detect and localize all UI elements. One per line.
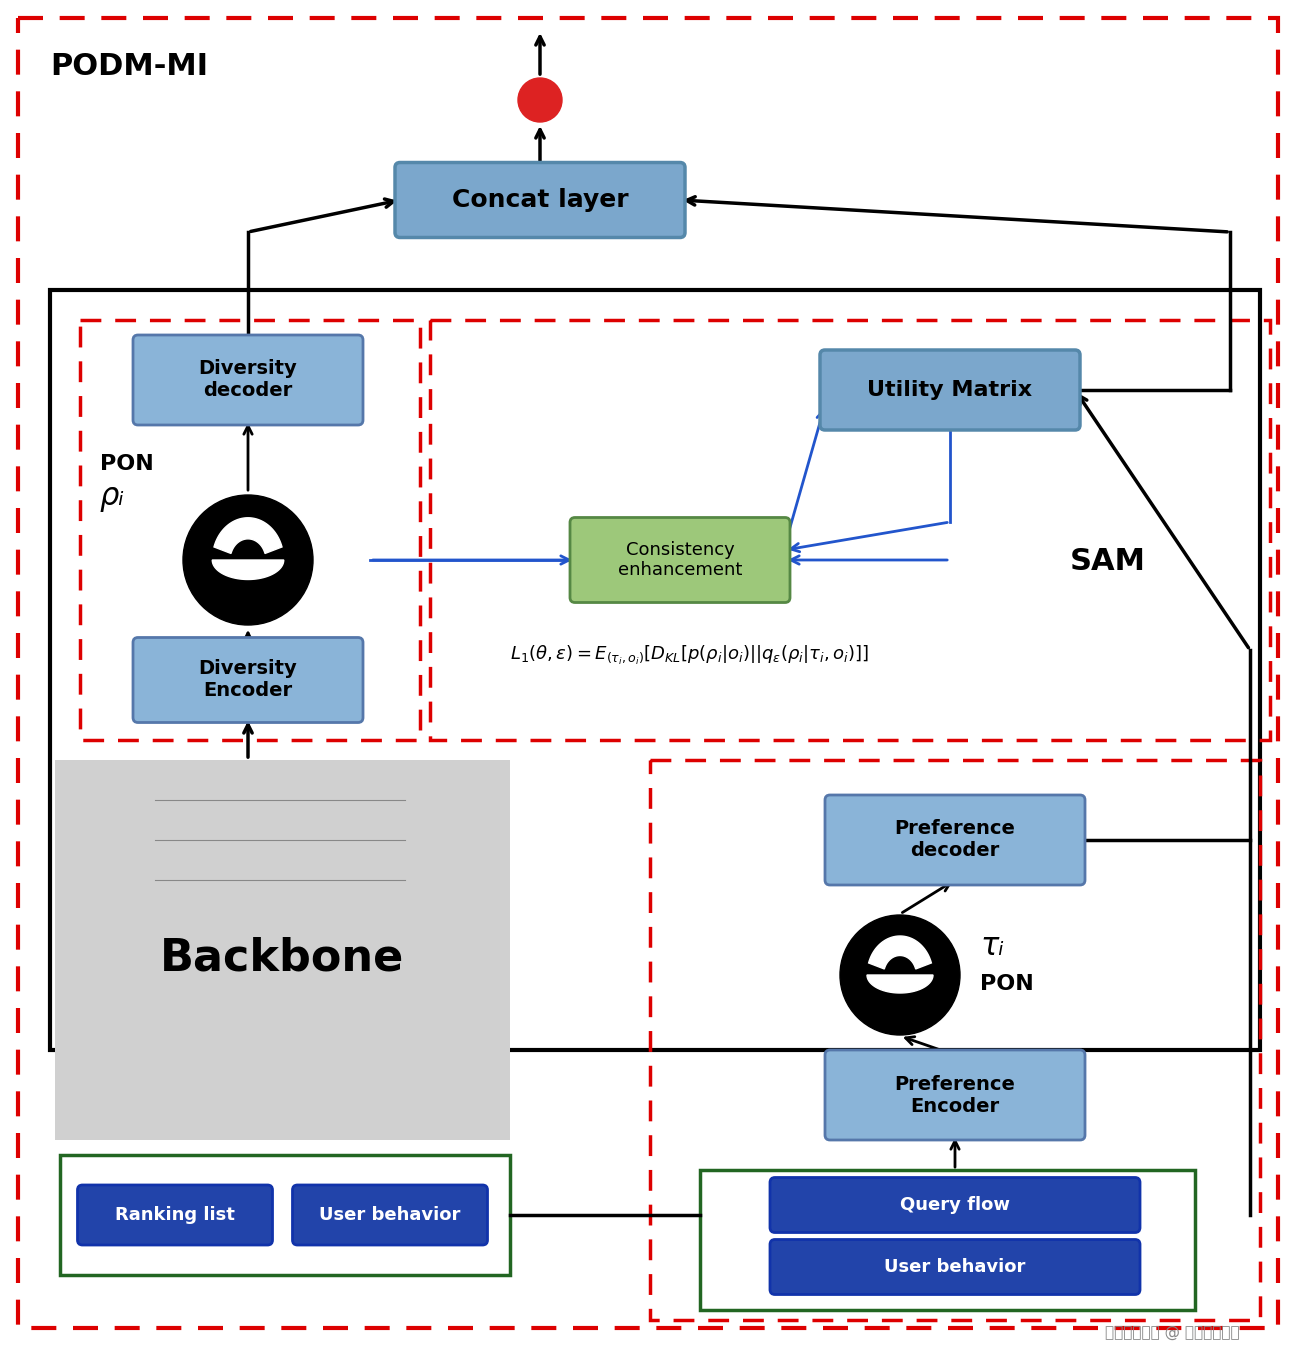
Text: Concat layer: Concat layer: [452, 188, 629, 211]
Text: SAM: SAM: [1070, 547, 1146, 576]
Text: PODM-MI: PODM-MI: [51, 52, 209, 80]
FancyBboxPatch shape: [770, 1177, 1140, 1233]
FancyBboxPatch shape: [826, 1050, 1085, 1140]
FancyBboxPatch shape: [770, 1240, 1140, 1294]
Text: Consistency
enhancement: Consistency enhancement: [618, 540, 743, 580]
Text: Preference
decoder: Preference decoder: [894, 820, 1016, 861]
Text: 掘金技术社区 @ 京东云开发者: 掘金技术社区 @ 京东云开发者: [1105, 1324, 1240, 1339]
Circle shape: [840, 915, 960, 1035]
FancyBboxPatch shape: [820, 351, 1080, 430]
Polygon shape: [867, 975, 933, 993]
FancyBboxPatch shape: [395, 162, 686, 237]
Text: Diversity
Encoder: Diversity Encoder: [198, 660, 297, 701]
Text: PON: PON: [100, 454, 154, 475]
Text: Preference
Encoder: Preference Encoder: [894, 1075, 1016, 1116]
Circle shape: [518, 78, 562, 121]
Text: τᵢ: τᵢ: [980, 932, 1004, 962]
Text: Backbone: Backbone: [161, 936, 404, 979]
Text: PON: PON: [980, 974, 1034, 994]
Text: Query flow: Query flow: [899, 1196, 1010, 1214]
Circle shape: [183, 495, 314, 625]
FancyBboxPatch shape: [54, 760, 511, 1140]
FancyBboxPatch shape: [133, 637, 363, 723]
FancyBboxPatch shape: [133, 336, 363, 426]
FancyBboxPatch shape: [293, 1185, 487, 1245]
Text: Diversity
decoder: Diversity decoder: [198, 360, 297, 401]
Text: User behavior: User behavior: [884, 1258, 1025, 1275]
Polygon shape: [213, 561, 284, 580]
Text: Utility Matrix: Utility Matrix: [867, 381, 1033, 400]
FancyBboxPatch shape: [826, 795, 1085, 885]
Text: User behavior: User behavior: [319, 1206, 460, 1224]
Polygon shape: [868, 936, 932, 968]
Text: $L_1(\theta,\varepsilon) = E_{(\tau_i,o_i)}[D_{KL}[p(\rho_i|o_i)||q_\varepsilon(: $L_1(\theta,\varepsilon) = E_{(\tau_i,o_…: [511, 644, 870, 667]
Polygon shape: [214, 518, 283, 554]
FancyBboxPatch shape: [78, 1185, 272, 1245]
FancyBboxPatch shape: [570, 517, 791, 603]
Text: ρᵢ: ρᵢ: [100, 483, 124, 512]
Text: Ranking list: Ranking list: [115, 1206, 235, 1224]
